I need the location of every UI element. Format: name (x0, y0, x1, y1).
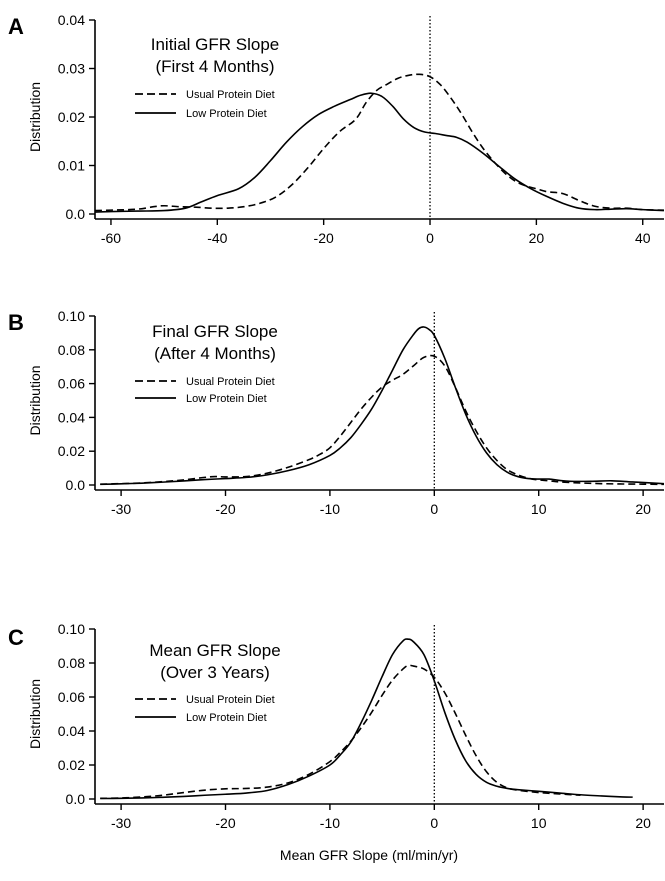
x-tick-label: -40 (207, 230, 227, 246)
series-line-low-protein-diet (100, 638, 633, 800)
x-tick-label: -20 (215, 501, 235, 517)
x-tick-label: 20 (635, 501, 651, 517)
chart-panel-a: A 0.0 0.01 0.02 0.03 0.04 -60 -40 -20 0 20 40 Distri… (8, 12, 665, 246)
x-tick-label: 10 (531, 501, 547, 517)
x-tick-label: 40 (635, 230, 651, 246)
y-tick-label: 0.02 (58, 109, 85, 125)
y-tick-label: 0.10 (58, 621, 85, 637)
legend-label-low-protein-diet: Low Protein Diet (186, 393, 267, 405)
x-tick-label: -60 (101, 230, 121, 246)
series-line-usual-protein-diet (94, 73, 665, 212)
y-tick-label: 0.02 (58, 443, 85, 459)
x-tick-label: -30 (111, 815, 131, 831)
x-tick-label: -10 (320, 501, 340, 517)
panel-letter: B (8, 310, 24, 335)
y-tick-label: 0.04 (58, 409, 85, 425)
chart-title: Initial GFR Slope (151, 35, 280, 54)
x-tick-label: 0 (426, 230, 434, 246)
y-axis-label: Distribution (27, 365, 43, 435)
x-tick-label: 20 (529, 230, 545, 246)
x-tick-label: -10 (320, 815, 340, 831)
legend-label-low-protein-diet: Low Protein Diet (186, 712, 267, 724)
panel-letter: C (8, 625, 24, 650)
y-tick-label: 0.04 (58, 12, 85, 28)
legend-label-usual-protein-diet: Usual Protein Diet (186, 694, 275, 706)
y-tick-label: 0.04 (58, 723, 85, 739)
chart-title: Final GFR Slope (152, 322, 278, 341)
legend-label-usual-protein-diet: Usual Protein Diet (186, 376, 275, 388)
series-line-low-protein-diet (100, 326, 665, 486)
y-tick-label: 0.06 (58, 376, 85, 392)
x-tick-label: 0 (430, 501, 438, 517)
legend-label-low-protein-diet: Low Protein Diet (186, 108, 267, 120)
series-line-usual-protein-diet (100, 354, 665, 486)
x-axis-label: Mean GFR Slope (ml/min/yr) (280, 847, 458, 863)
series-line-usual-protein-diet (100, 664, 581, 800)
series-line-low-protein-diet (94, 92, 665, 213)
chart-panel-c: C 0.0 0.02 0.04 0.06 0.08 0.10 -30 -20 -10 0 10 20 Di… (8, 621, 664, 831)
y-tick-label: 0.01 (58, 158, 85, 174)
y-axis-label: Distribution (27, 82, 43, 152)
x-tick-label: 10 (531, 815, 547, 831)
chart-subtitle: (First 4 Months) (155, 57, 274, 76)
y-axis-label: Distribution (27, 679, 43, 749)
y-tick-label: 0.0 (66, 206, 86, 222)
legend-label-usual-protein-diet: Usual Protein Diet (186, 89, 275, 101)
y-tick-label: 0.0 (66, 791, 86, 807)
chart-subtitle: (Over 3 Years) (160, 663, 270, 682)
panels: A 0.0 0.01 0.02 0.03 0.04 -60 -40 -20 0 20 40 Distri… (8, 12, 665, 831)
y-tick-label: 0.10 (58, 308, 85, 324)
chart-panel-b: B 0.0 0.02 0.04 0.06 0.08 0.10 -30 -20 -10 0 10 20 Di… (8, 308, 665, 517)
y-tick-label: 0.03 (58, 61, 85, 77)
x-tick-label: -30 (111, 501, 131, 517)
y-tick-label: 0.0 (66, 477, 86, 493)
chart-title: Mean GFR Slope (149, 641, 280, 660)
x-tick-label: 20 (635, 815, 651, 831)
y-tick-label: 0.02 (58, 757, 85, 773)
x-tick-label: 0 (430, 815, 438, 831)
y-tick-label: 0.08 (58, 655, 85, 671)
panel-letter: A (8, 14, 24, 39)
y-tick-label: 0.06 (58, 689, 85, 705)
x-tick-label: -20 (215, 815, 235, 831)
y-tick-label: 0.08 (58, 342, 85, 358)
chart-subtitle: (After 4 Months) (154, 344, 276, 363)
x-tick-label: -20 (314, 230, 334, 246)
